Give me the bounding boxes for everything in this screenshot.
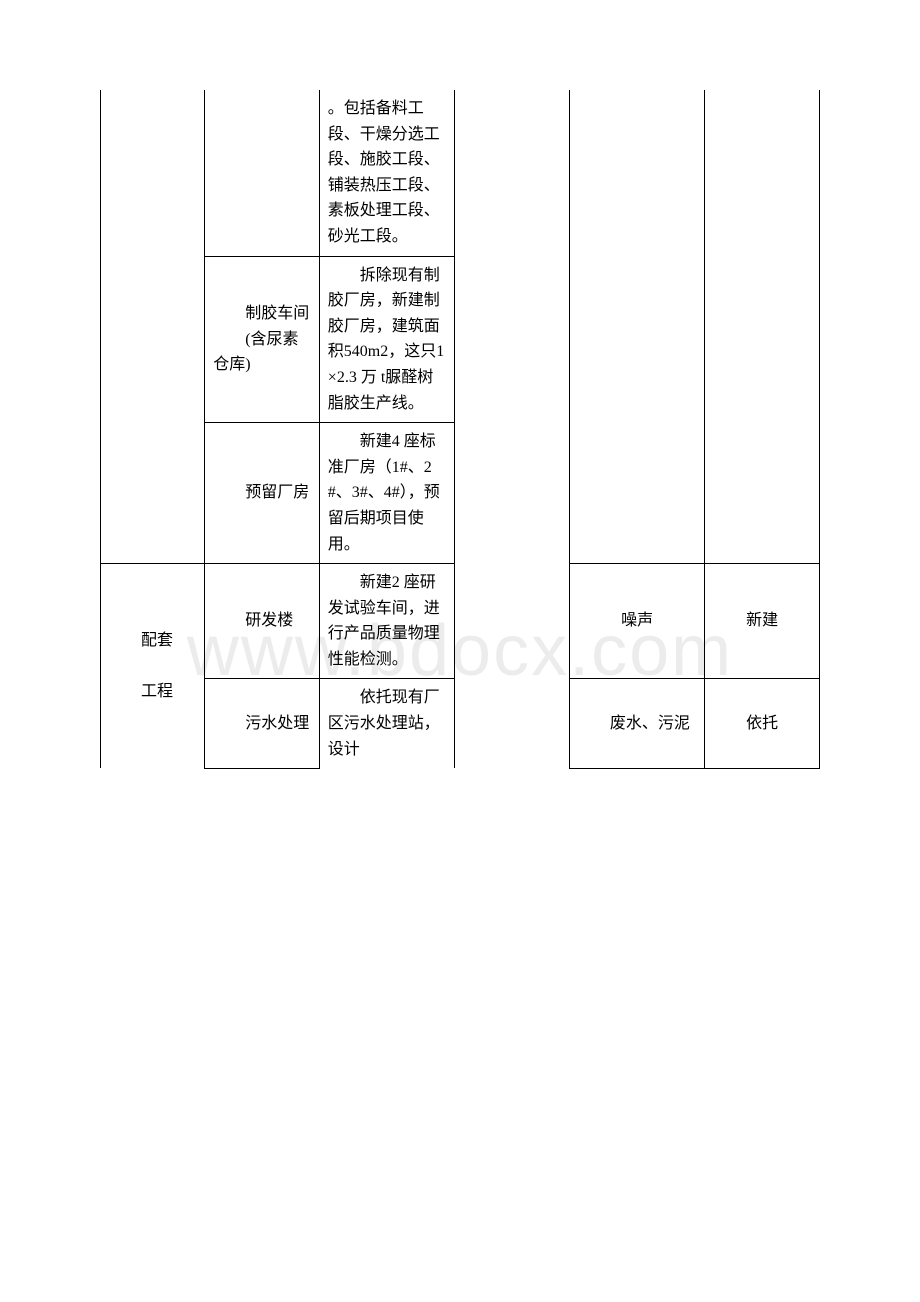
cell-status: 新建 (705, 564, 820, 679)
cell-desc: 依托现有厂区污水处理站，设计 (319, 679, 454, 768)
cell-status: 依托 (705, 679, 820, 768)
project-table: 。包括备料工段、干燥分选工段、施胶工段、铺装热压工段、素板处理工段、砂光工段。 … (100, 90, 820, 769)
cell-desc: 新建2 座研发试验车间，进行产品质量物理性能检测。 (319, 564, 454, 679)
table-row: 。包括备料工段、干燥分选工段、施胶工段、铺装热压工段、素板处理工段、砂光工段。 (101, 90, 820, 256)
cell-desc: 新建4 座标准厂房（1#、2#、3#、4#），预留后期项目使用。 (319, 423, 454, 564)
cell-item: 预留厂房 (205, 423, 320, 564)
cell-blank (455, 90, 570, 768)
cell-cat (101, 90, 205, 256)
cell-cat: 配套 工程 (101, 564, 205, 769)
cell-text: 制胶车间 (245, 305, 309, 322)
cell-cat (101, 423, 205, 564)
cell-cat (101, 256, 205, 423)
cell-status (705, 90, 820, 564)
cell-item: 研发楼 (205, 564, 320, 679)
cell-pollution: 噪声 (569, 564, 704, 679)
cell-text: 配套 (141, 632, 173, 649)
cell-item: 制胶车间 (含尿素仓库) (205, 256, 320, 423)
table-body: 。包括备料工段、干燥分选工段、施胶工段、铺装热压工段、素板处理工段、砂光工段。 … (101, 90, 820, 768)
cell-desc: 。包括备料工段、干燥分选工段、施胶工段、铺装热压工段、素板处理工段、砂光工段。 (319, 90, 454, 256)
cell-text: (含尿素仓库) (213, 331, 298, 374)
cell-item: 污水处理 (205, 679, 320, 768)
cell-text: 工程 (141, 683, 173, 700)
cell-pollution: 废水、污泥 (569, 679, 704, 768)
cell-desc: 拆除现有制胶厂房，新建制胶厂房，建筑面积540m2，这只1×2.3 万 t脲醛树… (319, 256, 454, 423)
cell-item (205, 90, 320, 256)
cell-pollution (569, 90, 704, 564)
